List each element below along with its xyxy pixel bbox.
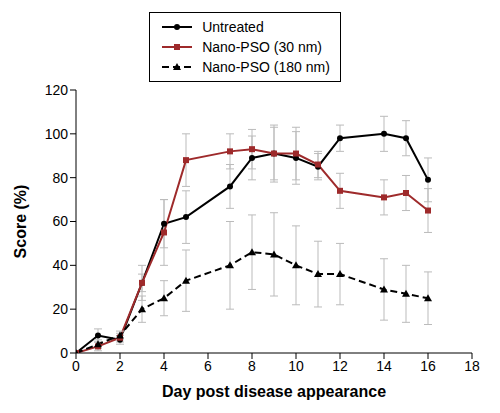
- svg-text:0: 0: [72, 358, 80, 374]
- svg-text:Day post disease appearance: Day post disease appearance: [162, 383, 386, 400]
- svg-text:120: 120: [45, 82, 69, 98]
- svg-text:60: 60: [52, 213, 68, 229]
- svg-text:14: 14: [376, 358, 392, 374]
- svg-text:8: 8: [248, 358, 256, 374]
- svg-text:20: 20: [52, 301, 68, 317]
- svg-text:12: 12: [332, 358, 348, 374]
- svg-text:6: 6: [204, 358, 212, 374]
- svg-text:Score (%): Score (%): [12, 185, 29, 259]
- svg-text:0: 0: [60, 345, 68, 361]
- html-text:Untreated: Untreated: [202, 19, 264, 35]
- svg-text:18: 18: [464, 358, 480, 374]
- svg-text:10: 10: [288, 358, 304, 374]
- html-text:Nano-PSO (30 nm): Nano-PSO (30 nm): [202, 39, 322, 55]
- svg-text:16: 16: [420, 358, 436, 374]
- svg-text:2: 2: [116, 358, 124, 374]
- svg-text:40: 40: [52, 257, 68, 273]
- svg-text:4: 4: [160, 358, 168, 374]
- html-text:Nano-PSO (180 nm): Nano-PSO (180 nm): [202, 59, 330, 75]
- svg-text:100: 100: [45, 126, 69, 142]
- svg-text:80: 80: [52, 170, 68, 186]
